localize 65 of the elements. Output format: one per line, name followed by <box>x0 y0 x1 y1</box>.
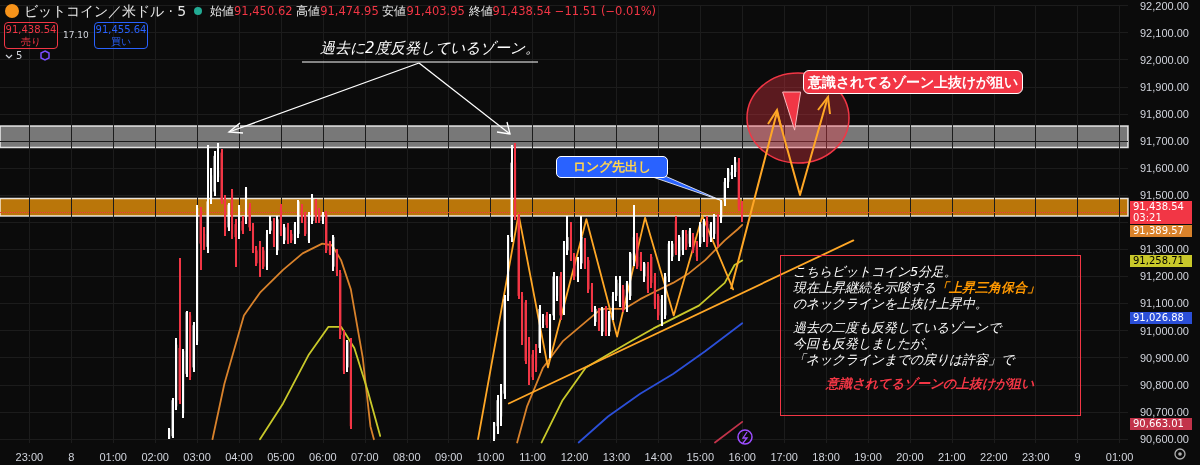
x-tick-label: 09:00 <box>434 450 463 463</box>
annotation: 「ネックラインまでの戻りは許容」で <box>793 352 1014 367</box>
x-tick-label: 20:00 <box>896 450 924 463</box>
y-tick-label: 91,300.00 <box>1140 243 1189 256</box>
y-tick-label: 90,700.00 <box>1140 405 1189 418</box>
y-tick-label: 91,700.00 <box>1140 134 1189 147</box>
x-tick-label: 03:00 <box>183 450 211 463</box>
annotation: 現在上昇継続を示唆する <box>793 280 936 295</box>
y-tick-label: 90,800.00 <box>1140 378 1189 391</box>
y-tick-label: 91,500.00 <box>1140 189 1189 202</box>
x-tick-label: 01:00 <box>99 450 127 463</box>
annotation: 過去に2度反発しているゾーン。 <box>320 39 540 58</box>
y-tick-label: 90,600.00 <box>1140 432 1189 445</box>
x-tick-label: 14:00 <box>644 450 673 463</box>
annotation: 5 <box>16 50 23 62</box>
x-tick-label: 01:00 <box>1105 450 1134 463</box>
annotation: ロング先出し <box>556 155 669 179</box>
y-tick-label: 91,900.00 <box>1140 80 1189 93</box>
x-tick-label: 08:00 <box>392 450 421 463</box>
x-tick-label: 02:00 <box>141 450 169 463</box>
x-tick-label: 9 <box>1074 450 1081 463</box>
x-tick-label: 10:00 <box>476 450 505 463</box>
y-tick-label: 92,000.00 <box>1140 53 1189 66</box>
y-tick-label: 92,200.00 <box>1140 0 1189 12</box>
x-tick-label: 17:00 <box>770 450 798 463</box>
x-tick-label: 19:00 <box>854 450 882 463</box>
annotation: 今回も反発しましたが、 <box>793 336 936 351</box>
x-tick-label: 06:00 <box>309 450 337 463</box>
annotation: 91,438.54 売り <box>4 22 58 49</box>
x-tick-label: 15:00 <box>686 450 715 463</box>
chart-title: ビットコイン／米ドル · 5 <box>24 3 187 21</box>
annotation: 過去の二度も反発しているゾーンで <box>793 320 1001 335</box>
x-tick-label: 07:00 <box>351 450 379 463</box>
y-tick-label: 90,900.00 <box>1140 351 1189 364</box>
annotation: のネックラインを上抜け上昇中。 <box>793 296 988 311</box>
text: 始値91,450.62 高値91,474.95 安値91,403.95 終値91,438.54 −11.51 (−0.01%) <box>210 4 657 18</box>
annotation: こちらビットコイン5分足。 <box>793 264 958 279</box>
x-tick-label: 16:00 <box>728 450 756 463</box>
ref-line-label: 91,438.54 03:21 <box>1130 201 1192 225</box>
y-tick-label: 91,600.00 <box>1140 162 1189 175</box>
y-tick-label: 92,100.00 <box>1140 26 1189 39</box>
y-tick-label: 91,200.00 <box>1140 270 1189 283</box>
x-tick-label: 18:00 <box>812 450 840 463</box>
text: 91,258.71 <box>1130 255 1192 268</box>
x-tick-label: 21:00 <box>938 450 966 463</box>
y-tick-label: 91,100.00 <box>1140 297 1189 310</box>
x-tick-label: 22:00 <box>980 450 1008 463</box>
x-tick-label: 11:00 <box>519 450 546 463</box>
x-tick-label: 8 <box>68 450 75 463</box>
x-tick-label: 23:00 <box>1021 450 1050 463</box>
text: 91,389.57 <box>1130 224 1192 237</box>
x-tick-label: 04:00 <box>225 450 253 463</box>
x-tick-label: 12:00 <box>560 450 589 463</box>
annotation: 「上昇三角保合」 <box>936 280 1040 295</box>
x-tick-label: 05:00 <box>267 450 295 463</box>
annotation: 意識されてるゾーン上抜けが狙い <box>802 70 1023 95</box>
text: 91,026.88 <box>1130 312 1192 325</box>
annotation: 17.10 <box>63 30 89 41</box>
y-tick-label: 91,000.00 <box>1140 324 1189 337</box>
text: 90,663.01 <box>1130 417 1192 430</box>
x-tick-label: 13:00 <box>602 450 631 463</box>
x-tick-label: 23:00 <box>15 450 44 463</box>
annotation: 意識されてるゾーンの上抜けが狙い <box>826 376 1034 391</box>
y-tick-label: 91,800.00 <box>1140 107 1189 120</box>
annotation: 91,455.64 買い <box>94 22 148 49</box>
